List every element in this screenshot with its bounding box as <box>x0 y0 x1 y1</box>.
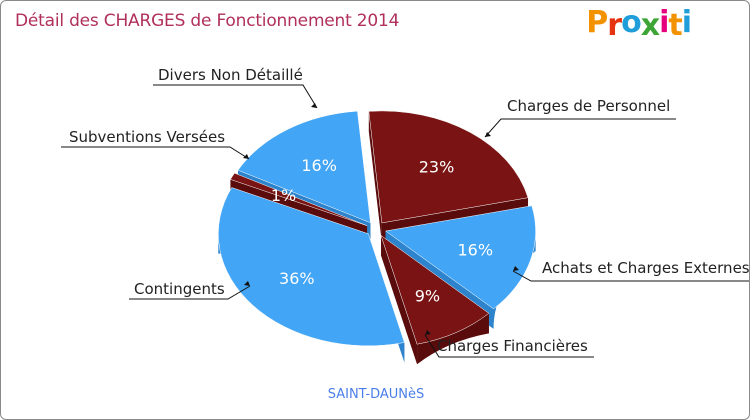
commune-caption: SAINT-DAUNèS <box>327 387 425 402</box>
proxiti-logo: Proxiti <box>586 5 692 43</box>
chart-title: Détail des CHARGES de Fonctionnement 201… <box>15 11 400 31</box>
pct-label-achats-et-charges-externes: 16% <box>457 241 493 260</box>
category-label-divers-non-detaille: Divers Non Détaillé <box>158 66 303 84</box>
category-label-subventions-versees: Subventions Versées <box>69 128 225 146</box>
pct-label-subventions-versees: 1% <box>271 186 296 205</box>
pct-label-contingents: 36% <box>279 269 315 288</box>
leader-line-charges-financieres <box>424 334 594 358</box>
pct-label-divers-non-detaille: 16% <box>301 156 337 175</box>
leader-arrow-contingents <box>244 281 250 286</box>
leader-arrow-achats-et-charges-externes <box>513 266 519 271</box>
pie-tops <box>218 110 536 346</box>
slice-achats-et-charges-externes <box>385 205 536 310</box>
slice-charges-financieres <box>380 234 490 345</box>
leader-line-achats-et-charges-externes <box>512 270 749 282</box>
leader-arrow-subventions-versees <box>243 154 249 159</box>
category-label-achats-et-charges-externes: Achats et Charges Externes <box>542 259 750 277</box>
leader-arrow-charges-financieres <box>425 330 431 335</box>
leader-line-subventions-versees <box>61 146 250 160</box>
category-label-charges-financieres: Charges Financières <box>437 337 588 355</box>
slice-edge-charges-de-personnel <box>368 111 382 243</box>
leader-arrow-charges-de-personnel <box>485 132 491 137</box>
category-label-contingents: Contingents <box>134 280 225 298</box>
leader-arrow-divers-non-detaille <box>311 103 317 108</box>
category-label-charges-de-personnel: Charges de Personnel <box>507 97 670 115</box>
slice-charges-de-personnel <box>368 110 529 224</box>
slice-edge-charges-financieres <box>380 235 418 365</box>
pie-labels: 23% Charges de Personnel 16% Achats et Char… <box>61 66 750 358</box>
pct-label-charges-financieres: 9% <box>415 287 440 306</box>
pct-label-charges-de-personnel: 23% <box>419 158 455 177</box>
leader-line-charges-de-personnel <box>484 118 676 138</box>
slice-subventions-versees <box>230 172 368 226</box>
slice-contingents <box>218 187 405 346</box>
leader-line-contingents <box>129 285 251 300</box>
slice-divers-non-detaille <box>237 110 371 224</box>
leader-line-divers-non-detaille <box>153 84 318 109</box>
